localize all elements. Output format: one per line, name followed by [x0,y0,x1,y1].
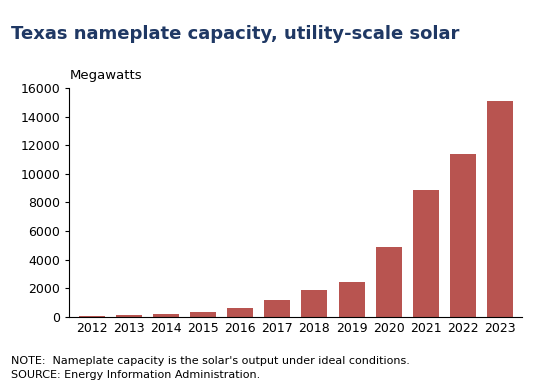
Bar [116,315,142,317]
Bar [450,154,476,317]
Bar [487,101,513,317]
Text: NOTE:  Nameplate capacity is the solar's output under ideal conditions.
SOURCE: : NOTE: Nameplate capacity is the solar's … [11,356,409,380]
Bar [413,190,439,317]
Bar [338,282,365,317]
Bar [264,300,290,317]
Text: Texas nameplate capacity, utility-scale solar: Texas nameplate capacity, utility-scale … [11,25,459,43]
Bar [153,314,179,317]
Text: Megawatts: Megawatts [69,69,142,82]
Bar [78,316,104,317]
Bar [376,247,402,317]
Bar [301,290,327,317]
Bar [227,309,253,317]
Bar [190,312,216,317]
